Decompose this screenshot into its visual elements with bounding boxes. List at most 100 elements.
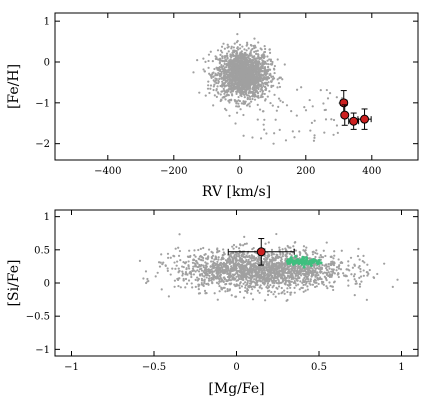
cloud-point [209, 265, 212, 268]
cloud-point [227, 99, 230, 102]
cloud-point [243, 235, 246, 238]
cloud-point [240, 80, 243, 83]
cloud-point [224, 81, 227, 84]
cloud-point [239, 290, 242, 294]
cloud-point [335, 269, 338, 272]
cloud-point [268, 278, 271, 281]
cloud-point [231, 60, 234, 63]
cloud-point [281, 248, 284, 251]
cloud-point [257, 265, 260, 268]
cloud-point [252, 259, 255, 262]
cloud-point [281, 255, 284, 258]
cloud-point [323, 108, 326, 112]
cloud-point [204, 264, 207, 267]
cloud-point [353, 263, 356, 266]
cloud-point [200, 279, 204, 282]
cloud-point [215, 89, 218, 92]
cloud-point [273, 290, 276, 293]
cloud-point [208, 72, 211, 75]
cloud-point [353, 278, 356, 281]
cloud-point [253, 46, 256, 50]
cloud-point [277, 97, 281, 100]
cluster-point [319, 261, 323, 265]
cloud-point [312, 250, 315, 253]
cloud-point [229, 271, 232, 274]
cloud-point [209, 84, 213, 87]
cloud-point [221, 85, 224, 88]
cloud-point [182, 261, 185, 264]
cloud-point [240, 55, 243, 58]
cloud-point [254, 50, 258, 53]
cloud-point [230, 98, 233, 101]
cloud-point [211, 263, 214, 266]
cloud-point [240, 94, 243, 98]
cloud-point [322, 102, 325, 105]
cloud-point [239, 74, 243, 77]
cloud-point [337, 267, 341, 270]
cloud-point [220, 72, 223, 75]
cloud-point [363, 261, 366, 264]
cloud-point [279, 99, 282, 102]
cloud-point [240, 50, 243, 53]
cloud-point [244, 281, 247, 284]
cloud-point [251, 74, 255, 77]
cloud-point [209, 260, 213, 263]
cloud-point [204, 252, 207, 256]
cloud-point [258, 61, 261, 64]
cloud-point [269, 274, 272, 277]
cloud-point [249, 82, 253, 85]
cloud-point [237, 54, 240, 57]
cloud-point [205, 282, 208, 286]
cloud-point [304, 283, 307, 286]
cloud-point [301, 272, 304, 275]
cloud-point [284, 283, 287, 286]
x-tick-label: 400 [362, 166, 381, 177]
cloud-point [236, 105, 240, 108]
cloud-point [279, 76, 282, 79]
cloud-point [232, 46, 235, 49]
cloud-point [255, 73, 258, 76]
cloud-point [236, 65, 239, 68]
cloud-point [230, 274, 233, 277]
axis-ticks-top: −400 −200 0 200 400 −2 −1 0 1 [35, 13, 418, 177]
cloud-point [217, 80, 220, 83]
cloud-point [215, 81, 218, 85]
cloud-point [258, 291, 261, 294]
cloud-point [184, 277, 188, 281]
cloud-point [280, 258, 283, 261]
cloud-point [214, 77, 217, 80]
cloud-point [259, 280, 263, 283]
cloud-point [227, 93, 230, 97]
cloud-point [184, 286, 187, 289]
cloud-point [266, 95, 269, 98]
cloud-point [267, 285, 271, 289]
cloud-point [245, 255, 249, 258]
cloud-point [243, 48, 246, 51]
cloud-point [248, 89, 251, 92]
cloud-point [228, 82, 231, 85]
cloud-point [209, 50, 212, 53]
cloud-point [330, 268, 334, 271]
cloud-point [191, 286, 194, 289]
cloud-point [203, 269, 206, 272]
cloud-point [232, 55, 235, 58]
cloud-point [342, 274, 346, 277]
cloud-point [218, 75, 222, 78]
cloud-point [214, 266, 217, 269]
cloud-point [217, 92, 220, 95]
cloud-point [330, 118, 333, 121]
cloud-point [309, 278, 312, 281]
cloud-point [252, 59, 255, 62]
cloud-point [336, 131, 339, 135]
cloud-point [236, 56, 239, 59]
cloud-point [177, 271, 180, 274]
cloud-point [213, 94, 216, 97]
cloud-point [290, 280, 293, 283]
cloud-point [347, 279, 350, 282]
cloud-point [181, 274, 184, 277]
cloud-point [251, 77, 254, 81]
cloud-point [277, 292, 280, 295]
cloud-point [190, 282, 193, 285]
cloud-point [226, 275, 230, 279]
cloud-point [231, 269, 234, 272]
